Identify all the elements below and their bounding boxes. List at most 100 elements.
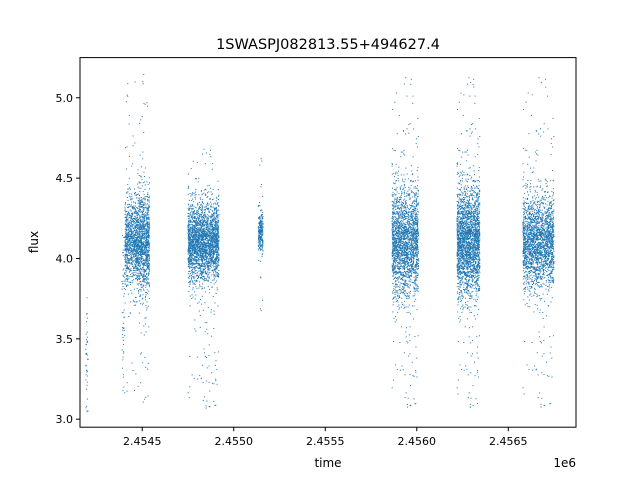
data-point bbox=[194, 248, 196, 250]
data-point bbox=[395, 271, 397, 273]
data-point bbox=[203, 265, 205, 267]
data-point bbox=[205, 194, 207, 196]
data-point bbox=[205, 228, 207, 230]
data-point bbox=[260, 227, 262, 229]
data-point bbox=[207, 242, 209, 243]
data-point bbox=[200, 237, 202, 239]
data-point bbox=[121, 234, 123, 236]
data-point bbox=[145, 366, 147, 368]
data-point bbox=[142, 237, 144, 239]
data-point bbox=[125, 238, 127, 240]
data-point bbox=[200, 225, 202, 227]
data-point bbox=[259, 249, 261, 251]
data-point bbox=[147, 241, 149, 243]
data-point bbox=[218, 220, 220, 222]
data-point bbox=[189, 237, 191, 239]
data-point bbox=[190, 231, 192, 233]
data-point bbox=[214, 217, 216, 219]
data-point bbox=[146, 246, 148, 248]
data-point bbox=[258, 227, 260, 229]
data-point bbox=[258, 217, 260, 219]
data-point bbox=[136, 260, 138, 262]
data-point bbox=[128, 237, 130, 239]
data-point bbox=[211, 221, 213, 223]
data-point bbox=[127, 223, 129, 225]
data-point bbox=[188, 253, 190, 255]
data-point bbox=[260, 229, 262, 231]
data-point bbox=[210, 263, 212, 265]
data-point bbox=[204, 270, 206, 272]
data-point bbox=[212, 252, 214, 254]
data-point bbox=[133, 242, 135, 244]
data-point bbox=[193, 216, 195, 218]
data-point bbox=[145, 268, 147, 270]
data-point bbox=[218, 276, 220, 278]
data-point bbox=[124, 242, 126, 244]
data-point bbox=[202, 225, 204, 227]
data-point bbox=[147, 232, 149, 234]
data-point bbox=[207, 217, 209, 219]
data-point bbox=[189, 263, 191, 265]
data-point bbox=[127, 213, 129, 215]
data-point bbox=[192, 271, 194, 273]
data-point bbox=[142, 401, 144, 403]
data-point bbox=[131, 233, 133, 235]
data-point bbox=[259, 235, 261, 237]
data-point bbox=[144, 207, 146, 209]
data-point bbox=[141, 256, 143, 258]
data-point bbox=[203, 223, 205, 225]
data-point bbox=[209, 261, 211, 263]
data-point bbox=[140, 332, 142, 334]
data-point bbox=[196, 279, 198, 281]
data-point bbox=[193, 211, 195, 213]
data-point bbox=[217, 273, 219, 274]
data-point bbox=[198, 234, 200, 236]
data-point bbox=[189, 239, 191, 241]
data-point bbox=[86, 384, 88, 386]
data-point bbox=[197, 227, 199, 229]
data-point bbox=[211, 228, 213, 230]
data-point bbox=[212, 250, 214, 252]
data-point bbox=[139, 205, 141, 207]
data-point bbox=[139, 231, 141, 233]
data-point bbox=[259, 223, 261, 225]
data-point bbox=[192, 231, 194, 233]
data-point bbox=[211, 220, 213, 222]
data-point bbox=[125, 219, 127, 221]
data-point bbox=[127, 232, 129, 234]
data-point bbox=[130, 233, 132, 235]
data-point bbox=[215, 242, 217, 244]
data-point bbox=[136, 279, 138, 281]
data-point bbox=[203, 348, 205, 350]
data-point bbox=[258, 234, 260, 236]
data-point bbox=[135, 202, 137, 204]
data-point bbox=[217, 253, 219, 255]
data-point bbox=[139, 206, 141, 208]
data-point bbox=[142, 275, 144, 277]
data-point bbox=[142, 197, 144, 199]
data-point bbox=[213, 236, 215, 238]
data-point bbox=[198, 256, 200, 258]
data-point bbox=[193, 273, 195, 275]
data-point bbox=[127, 244, 129, 246]
data-point bbox=[148, 285, 150, 287]
data-point bbox=[127, 225, 129, 227]
data-point bbox=[261, 184, 262, 186]
data-point bbox=[126, 216, 128, 218]
data-point bbox=[260, 226, 262, 228]
data-point bbox=[194, 266, 196, 268]
data-point bbox=[141, 263, 143, 265]
data-point bbox=[215, 259, 217, 261]
data-point bbox=[211, 258, 213, 260]
data-point bbox=[191, 257, 193, 259]
data-point bbox=[123, 352, 125, 354]
data-point bbox=[132, 232, 134, 234]
data-point bbox=[147, 230, 149, 232]
data-point bbox=[194, 260, 196, 262]
data-point bbox=[139, 216, 141, 218]
data-point bbox=[200, 203, 202, 205]
data-point bbox=[203, 255, 205, 257]
data-point bbox=[198, 218, 200, 220]
data-point bbox=[137, 253, 139, 255]
data-point bbox=[194, 246, 196, 248]
